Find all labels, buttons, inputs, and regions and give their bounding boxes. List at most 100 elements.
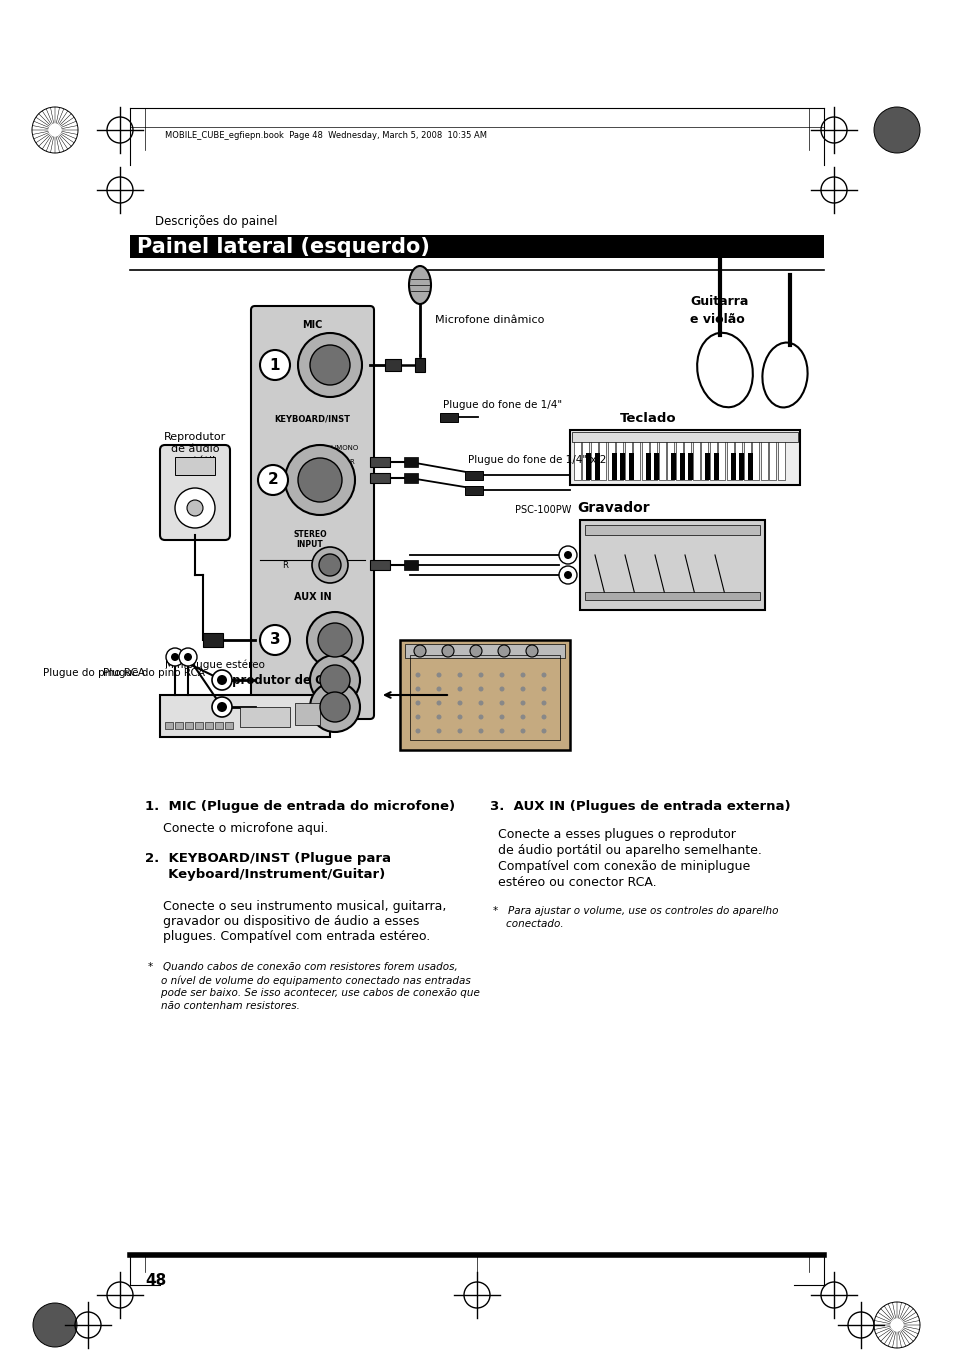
Text: e violão: e violão (689, 313, 744, 326)
Circle shape (318, 554, 340, 576)
Circle shape (33, 1302, 77, 1347)
Text: Conecte o seu instrumento musical, guitarra,
gravador ou dispositivo de áudio a : Conecte o seu instrumento musical, guita… (163, 900, 446, 943)
Text: 48: 48 (145, 1273, 166, 1288)
Circle shape (520, 686, 525, 692)
Circle shape (457, 728, 462, 734)
Circle shape (436, 728, 441, 734)
Bar (679, 453, 684, 480)
Bar (616, 434, 623, 480)
Text: Conecte a esses plugues o reprodutor: Conecte a esses plugues o reprodutor (497, 828, 735, 842)
Bar (607, 434, 615, 480)
Bar (713, 453, 719, 480)
Bar (671, 453, 676, 480)
Bar (165, 721, 172, 730)
Bar (659, 434, 665, 480)
Bar (760, 434, 767, 480)
Circle shape (187, 500, 203, 516)
Text: Descrições do painel: Descrições do painel (154, 215, 277, 228)
Circle shape (297, 332, 361, 397)
Circle shape (541, 701, 546, 705)
Circle shape (416, 673, 420, 677)
Circle shape (307, 612, 363, 667)
Bar (185, 721, 193, 730)
Text: GUITAR: GUITAR (330, 459, 355, 465)
Bar (403, 457, 417, 467)
Text: 1: 1 (270, 358, 280, 373)
Text: não contenham resistores.: não contenham resistores. (148, 1001, 299, 1011)
Circle shape (257, 465, 288, 494)
Circle shape (416, 686, 420, 692)
Circle shape (216, 703, 227, 712)
Bar (294, 703, 319, 725)
Circle shape (260, 626, 290, 655)
Circle shape (520, 673, 525, 677)
Bar (743, 434, 750, 480)
Circle shape (520, 728, 525, 734)
Circle shape (478, 686, 483, 692)
Bar (598, 434, 606, 480)
Circle shape (441, 644, 454, 657)
Bar (464, 486, 482, 494)
Circle shape (563, 551, 572, 559)
Text: Plugue do fone de 1/4": Plugue do fone de 1/4" (442, 400, 561, 409)
Circle shape (470, 644, 481, 657)
Bar (676, 434, 682, 480)
Bar (628, 453, 634, 480)
Bar (595, 453, 599, 480)
Circle shape (873, 107, 919, 153)
Text: 2.  KEYBOARD/INST (Plugue para: 2. KEYBOARD/INST (Plugue para (145, 852, 391, 865)
Text: Reprodutor: Reprodutor (164, 432, 226, 442)
Text: R: R (282, 561, 288, 570)
Text: Compatível com conexão de miniplugue: Compatível com conexão de miniplugue (497, 861, 749, 873)
Bar (582, 434, 589, 480)
Bar (633, 434, 639, 480)
Bar (370, 473, 390, 484)
Bar (735, 434, 741, 480)
Bar (194, 721, 203, 730)
Bar (240, 707, 290, 727)
Bar (688, 453, 693, 480)
Text: Miniplugue estéreo: Miniplugue estéreo (165, 661, 265, 670)
Circle shape (174, 488, 214, 528)
Bar (752, 434, 759, 480)
Circle shape (558, 546, 577, 563)
Text: *   Para ajustar o volume, use os controles do aparelho: * Para ajustar o volume, use os controle… (493, 907, 778, 916)
Circle shape (416, 701, 420, 705)
Bar (569, 430, 800, 485)
Bar (572, 432, 797, 442)
Circle shape (541, 673, 546, 677)
Text: Plugue do pino RCA: Plugue do pino RCA (103, 667, 205, 678)
Text: 2: 2 (268, 473, 278, 488)
Bar (612, 453, 617, 480)
Text: AUX IN: AUX IN (294, 592, 331, 603)
Circle shape (436, 715, 441, 720)
Text: MOBILE_CUBE_egfiepn.book  Page 48  Wednesday, March 5, 2008  10:35 AM: MOBILE_CUBE_egfiepn.book Page 48 Wednesd… (165, 131, 486, 141)
Bar (574, 434, 580, 480)
Circle shape (285, 444, 355, 515)
Text: *   Quando cabos de conexão com resistores forem usados,: * Quando cabos de conexão com resistores… (148, 962, 457, 971)
Text: PSC-100PW: PSC-100PW (515, 505, 571, 515)
Circle shape (310, 682, 359, 732)
Circle shape (478, 728, 483, 734)
Circle shape (457, 686, 462, 692)
Text: STEREO: STEREO (293, 530, 327, 539)
Circle shape (541, 715, 546, 720)
Bar (203, 634, 223, 647)
Circle shape (416, 728, 420, 734)
Bar (370, 561, 390, 570)
Circle shape (541, 686, 546, 692)
Bar (778, 434, 784, 480)
Bar (174, 721, 183, 730)
Bar (410, 655, 559, 740)
Circle shape (436, 701, 441, 705)
Circle shape (310, 655, 359, 705)
Circle shape (525, 644, 537, 657)
Text: 3: 3 (270, 632, 280, 647)
Bar (705, 453, 710, 480)
Bar (667, 434, 674, 480)
Text: 3.  AUX IN (Plugues de entrada externa): 3. AUX IN (Plugues de entrada externa) (490, 800, 790, 813)
Bar (769, 434, 776, 480)
Bar (624, 434, 631, 480)
Ellipse shape (409, 266, 431, 304)
Circle shape (541, 728, 546, 734)
